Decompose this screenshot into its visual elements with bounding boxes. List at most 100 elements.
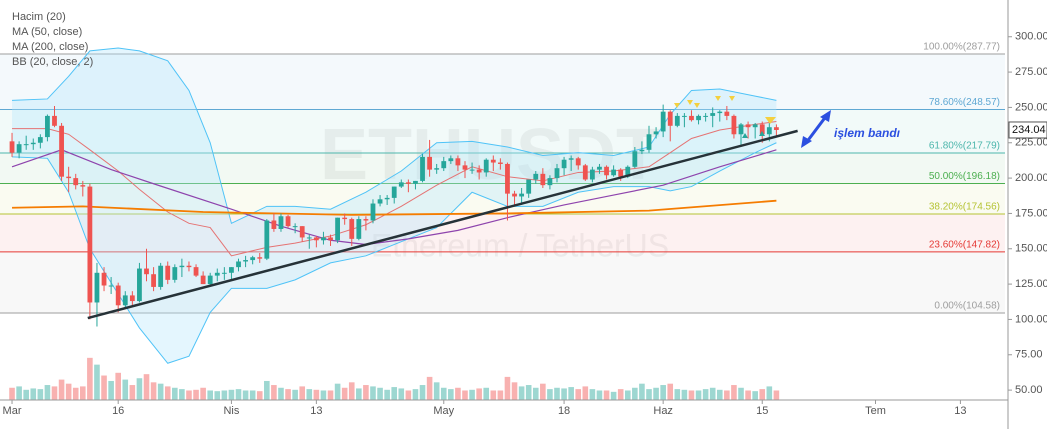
trendline [87,129,798,320]
fib-label: 61.80%(217.79) [929,141,1000,152]
volume-bar [440,387,447,400]
volume-bar [285,389,291,400]
candle-body [490,159,496,163]
volume-bar [426,376,433,400]
volume-bar [561,388,567,400]
candle-body [455,158,461,166]
candle-body [738,124,744,135]
candle-body [207,275,213,285]
candle-body [384,197,390,200]
candle-body [660,111,666,132]
volume-bar [462,390,468,400]
y-tick-label: 100.00 [1015,313,1047,325]
y-tick-label: 250.00 [1015,101,1047,113]
candle-body [476,169,482,173]
candle-body [724,111,730,116]
candle-body [646,134,652,150]
volume-bar [256,391,263,400]
candle-body [349,219,355,239]
candle-body [405,182,411,184]
candle-body [370,203,376,221]
candle-body [87,186,93,303]
volume-bar [490,390,497,400]
candle-body [391,186,397,198]
candle-body [59,125,64,177]
volume-bar [72,387,79,400]
candle-body [200,275,206,285]
volume-bar [610,391,617,400]
volume-bar [377,387,383,400]
candle-body [745,124,751,128]
volume-bar [30,388,37,400]
fib-band [0,109,1005,153]
volume-bar [653,387,659,400]
fib-label: 0.00%(104.58) [934,301,1000,312]
volume-bar [278,387,284,400]
y-tick-label: 225.00 [1015,137,1047,149]
x-tick-label: Haz [653,405,673,417]
volume-bar [497,390,504,400]
candle-body [413,180,418,184]
candle-body [264,220,270,259]
candle-body [674,115,680,126]
volume-bar [589,389,596,400]
candle-body [73,178,79,186]
last-price-label: 234.04 [1012,124,1046,136]
marker [742,133,748,138]
candle-body [483,159,489,173]
candle-body [9,141,15,153]
fib-label: 100.00%(287.77) [923,42,1000,53]
ma-line [11,149,777,246]
x-tick-label: Tem [865,405,886,417]
volume-bar [143,374,150,400]
candle-body [243,260,248,262]
legend-entry: MA (50, close) [12,26,82,38]
candle-body [151,274,156,287]
x-tick-label: 18 [558,405,570,417]
fib-band [0,54,1005,110]
plot: 100.00%(287.77) 78.60%(248.57) 61.80%(217.… [0,42,1005,400]
last-price-box [1008,121,1047,139]
fib-label: 38.20%(174.56) [929,202,1000,213]
candle-body [597,166,602,170]
candle-body [221,272,227,274]
volume-bar [313,389,320,400]
candle-body [122,295,128,306]
volume-bar [709,387,716,400]
volume-bar [129,385,136,400]
volume-bar [582,386,589,400]
y-tick-label: 150.00 [1015,243,1047,255]
volume-bar [448,389,454,400]
marker [674,103,680,108]
y-tick-label: 275.00 [1015,66,1047,78]
volume-bar [674,389,681,400]
candle-body [717,111,723,114]
volume-bar [16,386,22,400]
x-tick-label: 13 [310,405,322,417]
x-tick-label: May [433,405,454,417]
volume-bar [646,389,652,400]
volume-bar [688,390,695,400]
volume-bar [264,380,270,400]
fib-label: 50.00%(196.18) [929,171,1000,182]
volume-bar [9,387,15,400]
candle-body [342,217,348,220]
volume-bar [745,390,751,400]
candle-body [561,159,567,169]
arrow-head [801,136,812,148]
volume-bar [186,390,192,400]
volume-bar [660,385,666,400]
candle-body [710,113,716,116]
volume-bar [419,385,426,400]
volume-bar [320,390,327,400]
volume-bar [200,387,206,400]
candle-body [604,166,609,176]
volume-bar [405,390,412,400]
marker [715,96,721,101]
ma-line [12,199,777,216]
volume-bar [207,390,214,400]
volume-bar [504,376,511,400]
arrow-shaft [804,114,829,144]
marker [687,100,693,105]
